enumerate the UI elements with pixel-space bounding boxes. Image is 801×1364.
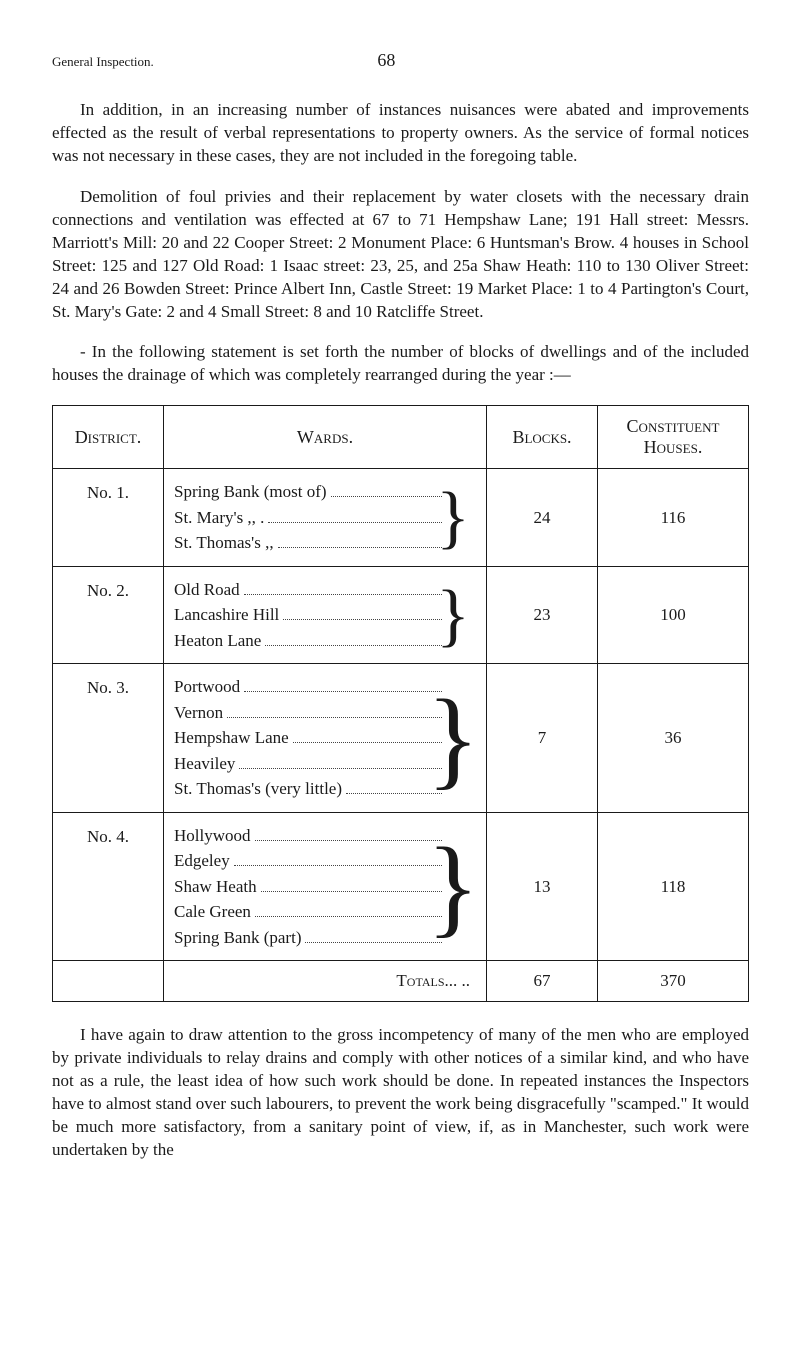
leader-dots [283,605,442,620]
leader-dots [278,533,442,548]
ward-item: St. Thomas's ,, [174,530,446,556]
cell-wards: Portwood Vernon Hempshaw Lane Heaviley S… [164,664,487,813]
cell-wards: Hollywood Edgeley Shaw Heath Cale Green … [164,812,487,961]
leader-dots [244,579,442,594]
cell-district: No. 1. [53,469,164,567]
page-number: 68 [154,50,749,71]
cell-blocks: 23 [487,566,598,664]
header-section-label: General Inspection. [52,54,154,70]
cell-houses: 100 [598,566,749,664]
leader-dots [234,851,442,866]
ward-item: Portwood [174,674,446,700]
table-row: No. 2. Old Road Lancashire Hill Heaton L… [53,566,749,664]
document-page: General Inspection. 68 In addition, in a… [0,0,801,1220]
leader-dots [293,728,442,743]
leader-dots [265,630,442,645]
cell-houses: 116 [598,469,749,567]
cell-wards: Spring Bank (most of) St. Mary's ,, . St… [164,469,487,567]
ward-item: Hollywood [174,823,446,849]
cell-district: No. 3. [53,664,164,813]
leader-dots [261,876,442,891]
table-row: No. 1. Spring Bank (most of) St. Mary's … [53,469,749,567]
cell-district: No. 4. [53,812,164,961]
cell-empty [53,961,164,1002]
page-header: General Inspection. 68 [52,50,749,71]
th-wards: Wards. [164,406,487,469]
ward-item: Shaw Heath [174,874,446,900]
leader-dots [305,927,442,942]
cell-district: No. 2. [53,566,164,664]
drainage-table: District. Wards. Blocks. Constituent Hou… [52,405,749,1002]
paragraph-3: - In the following statement is set fort… [52,341,749,387]
totals-houses: 370 [598,961,749,1002]
paragraph-4: I have again to draw attention to the gr… [52,1024,749,1162]
cell-blocks: 7 [487,664,598,813]
leader-dots [239,753,442,768]
leader-dots [227,702,442,717]
ward-item: Spring Bank (part) [174,925,446,951]
table-header-row: District. Wards. Blocks. Constituent Hou… [53,406,749,469]
ward-item: St. Thomas's (very little) [174,776,446,802]
cell-houses: 36 [598,664,749,813]
cell-blocks: 24 [487,469,598,567]
ward-item: Edgeley [174,848,446,874]
table-row: No. 4. Hollywood Edgeley Shaw Heath Cale… [53,812,749,961]
ward-item: Old Road [174,577,446,603]
paragraph-2: Demolition of foul privies and their rep… [52,186,749,324]
leader-dots [268,507,442,522]
th-houses: Constituent Houses. [598,406,749,469]
leader-dots [255,902,442,917]
cell-wards: Old Road Lancashire Hill Heaton Lane } [164,566,487,664]
brace-icon: } [446,479,460,556]
ward-item: Cale Green [174,899,446,925]
cell-houses: 118 [598,812,749,961]
totals-label: Totals... .. [164,961,487,1002]
th-blocks: Blocks. [487,406,598,469]
ward-item: Heaton Lane [174,628,446,654]
brace-icon: } [446,674,460,802]
ward-item: Vernon [174,700,446,726]
th-district: District. [53,406,164,469]
leader-dots [255,825,443,840]
totals-blocks: 67 [487,961,598,1002]
ward-item: Heaviley [174,751,446,777]
ward-item: St. Mary's ,, . [174,505,446,531]
leader-dots [331,482,442,497]
brace-icon: } [446,823,460,951]
ward-item: Spring Bank (most of) [174,479,446,505]
totals-row: Totals... .. 67 370 [53,961,749,1002]
ward-item: Lancashire Hill [174,602,446,628]
cell-blocks: 13 [487,812,598,961]
brace-icon: } [446,577,460,654]
table-row: No. 3. Portwood Vernon Hempshaw Lane Hea… [53,664,749,813]
ward-item: Hempshaw Lane [174,725,446,751]
leader-dots [244,677,442,692]
paragraph-1: In addition, in an increasing number of … [52,99,749,168]
